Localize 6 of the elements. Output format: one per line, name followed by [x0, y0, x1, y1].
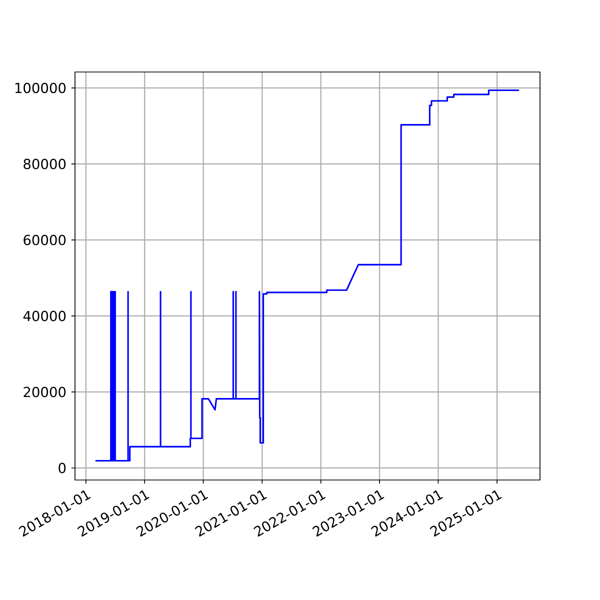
y-tick-label: 20000	[24, 386, 66, 398]
y-tick-label: 100000	[15, 82, 66, 94]
y-tick-label: 80000	[24, 158, 66, 170]
y-tick-label: 0	[58, 462, 66, 474]
y-tick-label: 60000	[24, 234, 66, 246]
y-tick-label: 40000	[23, 310, 66, 322]
